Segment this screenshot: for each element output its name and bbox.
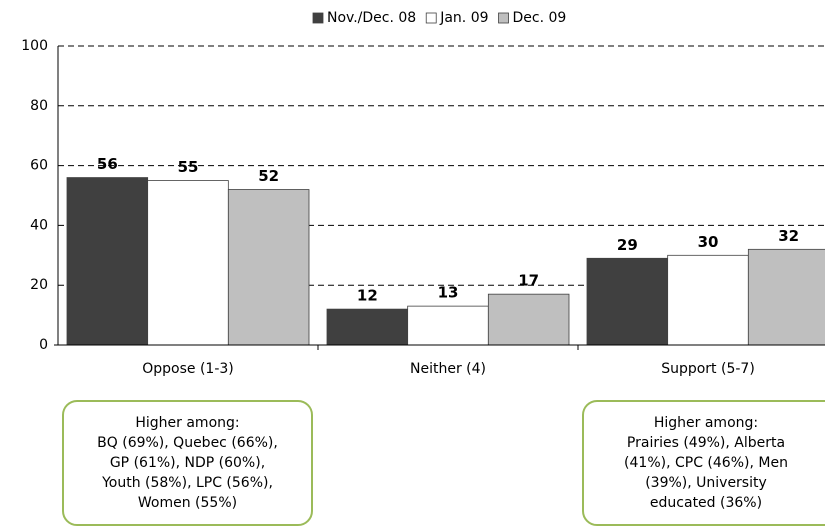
bar — [487, 293, 570, 346]
annotation-line: Women (55%) — [138, 495, 237, 511]
legend-swatch — [312, 12, 324, 24]
annotation-line: Prairies (49%), Alberta — [627, 435, 785, 451]
bar — [667, 254, 749, 346]
annotation-line: (41%), CPC (46%), Men — [624, 455, 788, 471]
annotation-line: Youth (58%), LPC (56%), — [101, 475, 273, 491]
annotation-line: GP (61%), NDP (60%), — [110, 455, 265, 471]
bar — [407, 305, 489, 346]
legend-swatch — [425, 12, 437, 24]
annotation-line: BQ (69%), Quebec (66%), — [97, 435, 278, 451]
bar — [586, 257, 669, 346]
y-tick-label: 20 — [30, 277, 48, 293]
legend-label: Jan. 09 — [439, 10, 488, 26]
annotation-line: Higher among: — [135, 415, 239, 431]
bar — [147, 180, 229, 346]
value-label: 17 — [518, 272, 539, 290]
bar — [747, 248, 825, 346]
legend-label: Nov./Dec. 08 — [327, 10, 416, 26]
bar — [227, 189, 310, 346]
value-label: 13 — [438, 284, 459, 302]
annotation-line: (39%), University — [645, 475, 767, 491]
y-tick-label: 0 — [39, 337, 48, 353]
y-tick-label: 80 — [30, 98, 48, 114]
y-tick-label: 60 — [30, 158, 48, 174]
value-label: 29 — [617, 236, 638, 254]
annotation-box — [62, 400, 313, 526]
value-label: 55 — [178, 158, 199, 176]
x-tick-label: Neither (4) — [410, 361, 486, 377]
annotation-box — [582, 400, 825, 526]
y-tick-label: 40 — [30, 217, 48, 233]
legend-swatch — [498, 12, 509, 24]
x-tick-label: Support (5-7) — [661, 361, 755, 377]
annotation-line: educated (36%) — [650, 495, 762, 511]
value-label: 30 — [698, 233, 719, 251]
legend-label: Dec. 09 — [513, 10, 567, 26]
value-label: 12 — [357, 287, 378, 305]
value-label: 32 — [778, 227, 799, 245]
value-label: 56 — [97, 155, 118, 173]
bar — [326, 308, 409, 346]
bar — [66, 177, 149, 346]
y-tick-label: 100 — [21, 38, 48, 54]
value-label: 52 — [258, 167, 279, 185]
x-tick-label: Oppose (1-3) — [142, 361, 234, 377]
annotation-line: Higher among: — [654, 415, 758, 431]
